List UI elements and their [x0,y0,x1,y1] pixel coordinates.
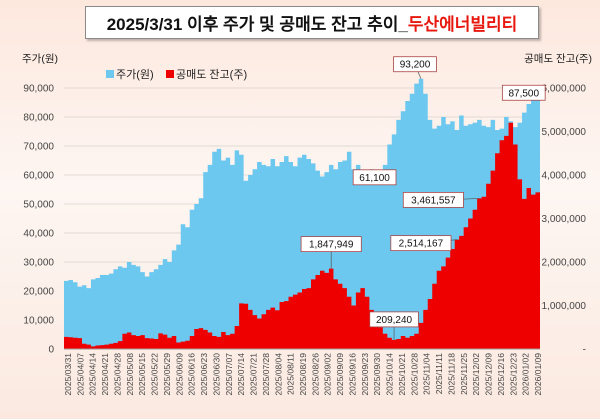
right-tick-label: 1,000,000 [542,301,587,312]
x-tick-label: 2025/07/07 [224,353,234,396]
x-tick-label: 2025/04/07 [75,353,85,396]
left-tick-label: 50,000 [23,200,54,211]
annotation-box [390,235,452,252]
x-tick-label: 2025/06/16 [187,353,197,396]
x-tick-label: 2026/01/09 [533,353,543,396]
right-axis-title: 공매도 잔고(주) [524,53,592,65]
right-tick-label: 6,000,000 [542,84,587,95]
x-tick-label: 2025/11/04 [422,353,432,395]
chart-title-company: 두산에너빌리티 [407,15,518,34]
x-tick-label: 2025/09/16 [348,353,358,396]
x-tick-label: 2025/08/04 [273,353,283,396]
annotation-label: 87,500 [508,88,539,99]
right-tick-label: 2,000,000 [542,258,587,269]
x-tick-label: 2025/08/26 [310,353,320,396]
annotation-box [393,56,437,73]
x-axis-ticks: 2025/03/31 2025/04/07 2025/04/14 2025/04/21… [63,353,543,396]
annotation-label: 93,200 [400,60,431,71]
left-axis-title: 주가(원) [22,53,58,65]
annotation-label: 2,514,167 [399,239,444,250]
x-tick-label: 2025/12/02 [471,353,481,396]
annotation-box [352,169,397,186]
x-tick-label: 2025/03/31 [63,353,73,396]
left-tick-label: 40,000 [23,229,54,240]
x-tick-label: 2025/08/19 [298,353,308,396]
x-tick-label: 2025/05/22 [150,353,160,396]
x-tick-label: 2025/07/14 [236,353,246,396]
annotation-label: 209,240 [376,315,413,326]
right-tick-label: - [583,345,586,356]
x-tick-label: 2025/06/09 [174,353,184,396]
x-tick-label: 2025/07/28 [261,353,271,396]
series-short-balance-area [64,122,540,349]
chart-title: 2025/3/31 이후 주가 및 공매도 잔고 추이_ 두산에너빌리티 [85,6,539,39]
legend-label-stock-price: 주가(원) [116,68,154,81]
right-tick-label: 3,000,000 [542,214,587,225]
x-tick-label: 2025/04/14 [88,353,98,396]
x-tick-label: 2025/07/21 [249,353,259,396]
left-axis-ticks: 0 10,000 20,000 30,000 40,000 50,000 60,000 70,… [23,84,54,356]
left-tick-label: 70,000 [23,142,54,153]
legend-label-short-balance: 공매도 잔고(주) [176,68,247,81]
annotation-label: 61,100 [359,173,390,184]
data-annotations: 93,200 61,100 87,500 1,847,949 209,240 2,514,… [300,56,546,340]
chart-title-text: 2025/3/31 이후 주가 및 공매도 잔고 추이_ [106,15,408,34]
x-tick-label: 2025/05/15 [137,353,147,396]
right-tick-label: 4,000,000 [542,171,587,182]
left-tick-label: 0 [48,345,54,356]
left-tick-label: 60,000 [23,171,54,182]
annotation-box [300,236,362,253]
x-tick-label: 2026/01/02 [521,353,531,396]
left-tick-label: 80,000 [23,113,54,124]
left-tick-label: 90,000 [23,84,54,95]
plot-area [64,78,540,350]
x-tick-label: 2025/04/28 [113,353,123,396]
left-tick-label: 30,000 [23,258,54,269]
x-tick-label: 2025/10/14 [385,353,395,396]
x-tick-label: 2025/09/30 [372,353,382,396]
x-tick-label: 2025/12/16 [496,353,506,396]
x-tick-label: 2025/12/23 [508,353,518,396]
x-tick-label: 2025/09/23 [360,353,370,396]
series-stock-price-area [64,78,540,349]
x-tick-label: 2025/10/21 [397,353,407,396]
x-tick-label: 2025/04/21 [100,353,110,396]
x-tick-label: 2025/11/11 [434,353,444,395]
right-axis-ticks: - 1,000,000 2,000,000 3,000,000 4,000,000 5,0… [542,84,587,356]
annotation-label: 1,847,949 [309,240,354,251]
left-tick-label: 20,000 [23,287,54,298]
x-tick-label: 2025/09/09 [335,353,345,396]
annotation-box [369,311,419,328]
annotation-label: 3,461,557 [411,195,456,206]
x-tick-label: 2025/11/18 [446,353,456,395]
legend-swatch-stock-price [106,70,114,78]
x-tick-label: 2025/12/09 [484,353,494,396]
x-tick-label: 2025/05/08 [125,353,135,396]
x-tick-label: 2025/10/28 [409,353,419,396]
x-tick-label: 2025/11/25 [459,353,469,395]
x-tick-label: 2025/05/29 [162,353,172,396]
annotation-box [402,192,464,208]
x-tick-label: 2025/06/30 [211,353,221,396]
x-tick-label: 2025/08/11 [286,353,296,395]
x-tick-label: 2025/09/02 [323,353,333,396]
legend-swatch-short-balance [166,70,174,78]
left-tick-label: 10,000 [23,316,54,327]
x-tick-label: 2025/06/23 [199,353,209,396]
right-tick-label: 5,000,000 [542,127,587,138]
legend: 주가(원) 공매도 잔고(주) [106,68,247,81]
annotation-box [501,84,546,101]
